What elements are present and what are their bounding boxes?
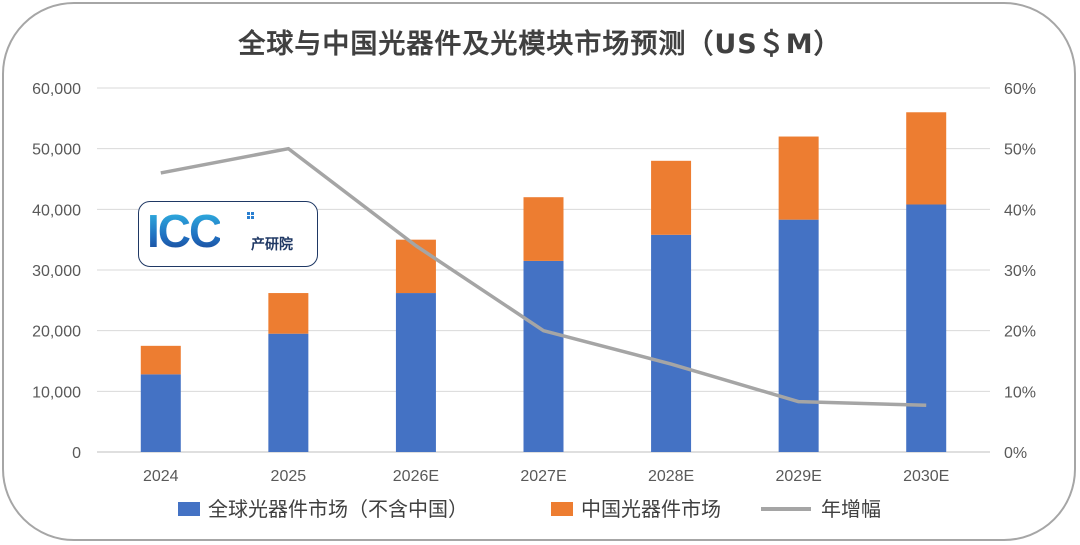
- legend-china-swatch: [551, 502, 573, 516]
- left-tick-label: 20,000: [32, 324, 81, 341]
- bar-china: [778, 136, 819, 220]
- legend-global-label: 全球光器件市场（不含中国）: [208, 497, 468, 521]
- bar-china: [395, 239, 436, 294]
- category-label: 2026E: [393, 468, 439, 485]
- logo-dots-icon: [247, 212, 257, 222]
- right-tick-label: 0%: [1004, 445, 1027, 462]
- left-tick-label: 60,000: [32, 81, 81, 98]
- bar-china: [906, 112, 947, 205]
- left-tick-label: 50,000: [32, 142, 81, 159]
- bars: [140, 112, 947, 452]
- right-tick-label: 50%: [1004, 142, 1036, 159]
- right-tick-label: 30%: [1004, 263, 1036, 280]
- left-tick-label: 0: [72, 445, 81, 462]
- logo-letters: ICC: [147, 205, 222, 257]
- right-tick-label: 60%: [1004, 81, 1036, 98]
- category-label: 2028E: [648, 468, 694, 485]
- bar-global-ex-china: [523, 260, 564, 452]
- category-label: 2029E: [776, 468, 822, 485]
- bar-china: [523, 197, 564, 261]
- chart-title: 全球与中国光器件及光模块市场预测（US＄M）: [238, 29, 842, 60]
- category-label: 2024: [143, 468, 179, 485]
- right-tick-label: 20%: [1004, 324, 1036, 341]
- logo-subtitle: 产研院: [251, 237, 293, 253]
- bar-china: [140, 345, 181, 375]
- legend: 全球光器件市场（不含中国） 中国光器件市场 年增幅: [178, 497, 881, 521]
- right-tick-label: 10%: [1004, 384, 1036, 401]
- left-tick-label: 30,000: [32, 263, 81, 280]
- left-axis-ticks: 0 10,000 20,000 30,000 40,000 50,000 60,000: [32, 81, 81, 462]
- right-tick-label: 40%: [1004, 202, 1036, 219]
- category-label: 2025: [271, 468, 307, 485]
- legend-china-label: 中国光器件市场: [581, 497, 721, 521]
- bar-global-ex-china: [778, 219, 819, 452]
- right-axis-ticks: 0% 10% 20% 30% 40% 50% 60%: [1004, 81, 1036, 462]
- bar-global-ex-china: [140, 374, 181, 452]
- legend-growth-label: 年增幅: [821, 497, 881, 521]
- bar-global-ex-china: [906, 204, 947, 452]
- bar-global-ex-china: [395, 293, 436, 452]
- left-tick-label: 40,000: [32, 202, 81, 219]
- category-label: 2027E: [520, 468, 566, 485]
- icc-logo: ICC 产研院: [138, 201, 318, 267]
- bar-china: [651, 160, 692, 235]
- growth-line: [160, 146, 927, 408]
- legend-global-swatch: [178, 502, 200, 516]
- category-labels: 2024 2025 2026E 2027E 2028E 2029E 2030E: [143, 468, 949, 485]
- left-tick-label: 10,000: [32, 384, 81, 401]
- bar-global-ex-china: [651, 234, 692, 452]
- bar-global-ex-china: [268, 333, 309, 452]
- category-label: 2030E: [903, 468, 949, 485]
- bar-china: [268, 293, 309, 334]
